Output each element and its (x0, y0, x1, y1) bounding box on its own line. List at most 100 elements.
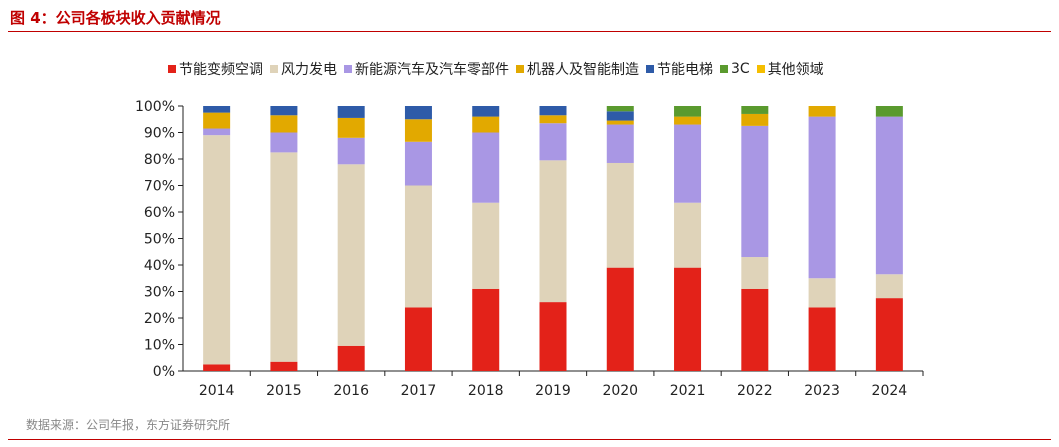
x-tick-label: 2024 (872, 383, 908, 399)
bar-segment (539, 123, 567, 161)
y-tick-label: 30% (144, 285, 175, 301)
title-divider (8, 31, 1051, 32)
legend-item: 3C (720, 61, 750, 77)
bar-segment (404, 185, 432, 308)
chart-title: 图 4：公司各板块收入贡献情况 (10, 9, 221, 27)
legend-item: 节能变频空调 (168, 59, 263, 79)
source-note: 数据来源：公司年报，东方证券研究所 (26, 418, 231, 432)
y-tick-label: 40% (144, 258, 175, 274)
bar-segment (472, 132, 500, 203)
y-tick-label: 100% (135, 99, 175, 115)
legend-item: 新能源汽车及汽车零部件 (344, 59, 509, 79)
bar-segment (539, 115, 567, 124)
bar-segment (472, 116, 500, 133)
y-tick-label: 50% (144, 232, 175, 248)
bar-segment (674, 124, 702, 203)
bar-segment (203, 128, 231, 136)
bar-segment (808, 307, 836, 371)
bar-segment (337, 117, 365, 138)
legend-swatch (168, 65, 176, 73)
bar-segment (203, 112, 231, 129)
bar-segment (741, 113, 769, 126)
y-tick-label: 80% (144, 152, 175, 168)
bar-segment (606, 111, 634, 121)
bar-segment (539, 302, 567, 371)
bar-segment (472, 202, 500, 289)
legend-label: 节能电梯 (657, 62, 713, 78)
bar-segment (674, 202, 702, 268)
legend-label: 其他领域 (767, 62, 824, 78)
y-tick-label: 70% (144, 179, 175, 195)
bar-segment (337, 164, 365, 346)
bar-segment (875, 274, 903, 299)
y-tick-label: 20% (144, 311, 175, 327)
bar-segment (539, 106, 567, 116)
x-tick-label: 2017 (401, 383, 437, 399)
legend-swatch (516, 65, 524, 73)
bar-segment (741, 257, 769, 289)
legend-swatch (720, 65, 728, 73)
bar-segment (472, 106, 500, 117)
bar-segment (606, 162, 634, 268)
legend-label: 机器人及智能制造 (527, 62, 639, 78)
x-tick-label: 2018 (468, 383, 504, 399)
bar-segment (203, 135, 231, 365)
bar-segment (404, 307, 432, 371)
y-tick-label: 0% (153, 364, 175, 380)
legend-label: 新能源汽车及汽车零部件 (355, 62, 509, 78)
y-tick-label: 90% (144, 126, 175, 142)
bar-segment (606, 106, 634, 112)
x-tick-label: 2020 (602, 383, 638, 399)
bar-segment (539, 160, 567, 303)
bar-segment (270, 152, 298, 362)
y-tick-label: 60% (144, 205, 175, 221)
bar-segment (270, 115, 298, 133)
bar-segment (741, 288, 769, 371)
x-tick-label: 2019 (535, 383, 571, 399)
bar-segment (741, 125, 769, 258)
bar-segment (674, 116, 702, 125)
x-tick-label: 2015 (266, 383, 302, 399)
legend-swatch (270, 65, 278, 73)
bar-segment (472, 288, 500, 371)
bar-segment (741, 106, 769, 114)
bar-segment (875, 298, 903, 371)
legend-item: 机器人及智能制造 (516, 59, 639, 79)
bar-segment (337, 345, 365, 371)
legend-label: 3C (731, 61, 750, 77)
x-tick-label: 2021 (670, 383, 706, 399)
bar-segment (270, 132, 298, 153)
legend-item: 其他领域 (756, 59, 824, 79)
legend-label: 节能变频空调 (179, 62, 263, 78)
bar-segment (203, 106, 231, 113)
bar-segment (404, 119, 432, 142)
bar-segment (270, 106, 298, 116)
x-tick-label: 2014 (199, 383, 235, 399)
bar-segment (674, 267, 702, 371)
bar-segment (808, 278, 836, 308)
bar-segment (404, 106, 432, 120)
bottom-divider (8, 439, 1051, 440)
bar-segment (875, 116, 903, 275)
bar-segment (808, 106, 836, 117)
bar-segment (606, 124, 634, 163)
legend-swatch (756, 65, 765, 73)
legend-swatch (344, 65, 352, 73)
y-tick-label: 10% (144, 338, 175, 354)
bar-segment (674, 106, 702, 117)
bar-segment (404, 141, 432, 186)
bar-segment (606, 120, 634, 125)
bar-segment (808, 116, 836, 279)
x-tick-label: 2016 (333, 383, 369, 399)
legend-item: 节能电梯 (646, 59, 713, 79)
bar-segment (203, 364, 231, 371)
chart-legend: 节能变频空调 风力发电 新能源汽车及汽车零部件 机器人及智能制造 节能电梯 3C 其他领域 (168, 58, 824, 80)
x-tick-label: 2023 (804, 383, 840, 399)
legend-item: 风力发电 (270, 59, 337, 79)
bar-segment (875, 106, 903, 117)
x-tick-label: 2022 (737, 383, 773, 399)
bar-segment (270, 361, 298, 371)
bar-segment (606, 267, 634, 371)
bar-segment (337, 137, 365, 165)
